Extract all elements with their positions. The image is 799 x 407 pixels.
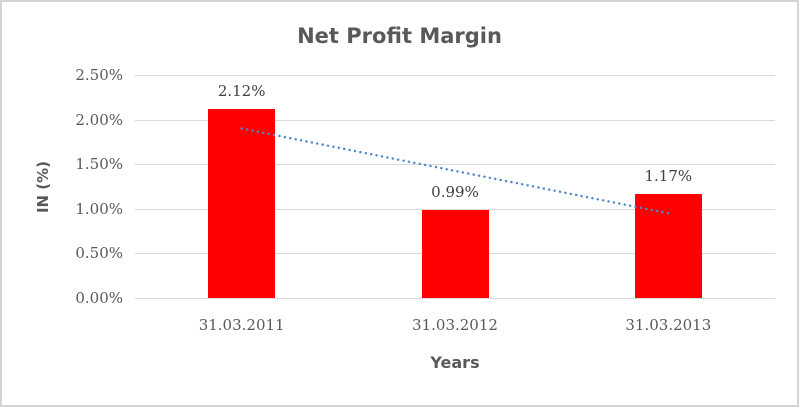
x-tick-label: 31.03.2013 [625,316,712,334]
gridline [135,119,775,121]
bar-data-label: 0.99% [431,182,479,201]
gridline [135,75,775,76]
y-tick-label: 0.00% [75,289,123,307]
bar-31.03.2013 [634,193,702,298]
gridline [135,298,775,299]
y-tick-label: 0.50% [75,244,123,263]
y-tick-label: 1.00% [75,199,123,218]
bar-31.03.2012 [421,209,489,298]
bar-31.03.2011 [208,108,276,298]
x-axis-title: Years [430,353,480,372]
y-tick-label: 2.00% [75,110,123,129]
x-tick-label: 31.03.2012 [412,316,498,334]
x-tick-label: 31.03.2011 [198,316,285,334]
bar-data-label: 2.12% [217,81,266,100]
y-tick-label: 1.50% [75,155,123,174]
bar-data-label: 1.17% [644,166,693,185]
y-tick-label: 2.50% [75,66,123,84]
chart-title: Net Profit Margin [297,24,502,48]
